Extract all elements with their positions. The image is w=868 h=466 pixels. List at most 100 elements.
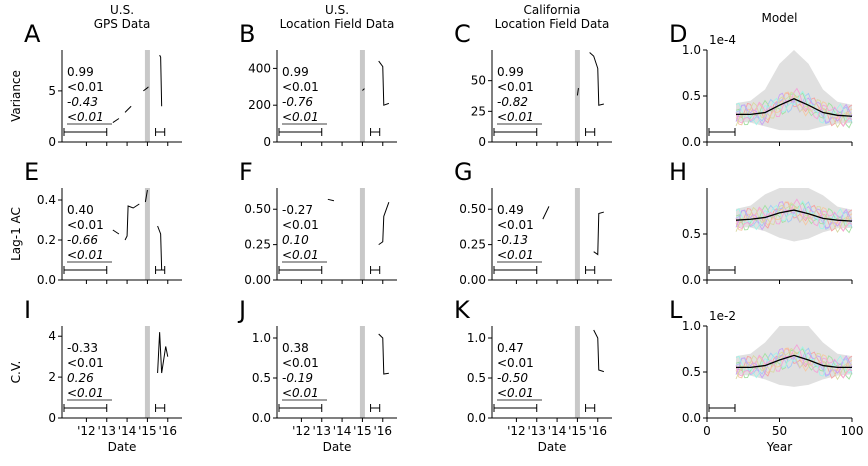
panel-letter-E: E — [24, 158, 39, 186]
series-line-A-2 — [124, 105, 132, 113]
y-tick-label-E: 0.4 — [37, 193, 56, 207]
event-band-C — [574, 50, 580, 142]
series-line-J-6 — [378, 333, 389, 375]
event-band-I — [144, 326, 150, 418]
x-tick-label-J: '14 — [333, 424, 352, 438]
y-tick-label-F: 0.00 — [244, 273, 271, 287]
stat-J-1: <0.01 — [282, 356, 319, 370]
model-trace-D-5 — [735, 90, 853, 126]
stat-A-2: -0.43 — [67, 95, 98, 109]
event-band-B — [359, 50, 365, 142]
stat-B-0: 0.99 — [282, 65, 309, 79]
stat-K-2: -0.50 — [497, 371, 528, 385]
y-tick-label-K: 0.0 — [467, 411, 486, 425]
panel-letter-A: A — [24, 20, 41, 48]
x-tick-label-I: '13 — [97, 424, 116, 438]
series-line-C-4 — [576, 87, 579, 96]
event-band-G — [574, 188, 580, 280]
x-tick-label-K: '12 — [507, 424, 526, 438]
series-line-I-5 — [157, 332, 169, 374]
stat-I-2: 0.26 — [67, 371, 94, 385]
model-trace-H-7 — [735, 202, 853, 234]
event-band-J — [359, 326, 365, 418]
x-tick-label-J: '12 — [292, 424, 311, 438]
x-tick-label-I: '14 — [118, 424, 137, 438]
x-label-I: Date — [108, 440, 137, 454]
y-tick-label-E: 0.2 — [37, 233, 56, 247]
series-line-K-6 — [593, 329, 605, 373]
stat-I-1: <0.01 — [67, 356, 104, 370]
series-line-E-3 — [144, 189, 148, 203]
y-tick-label-I: 4 — [48, 329, 56, 343]
scale-note-D: 1e-4 — [709, 33, 736, 47]
y-tick-label-B: 200 — [248, 98, 271, 112]
stat-K-3: <0.01 — [497, 386, 534, 400]
series-line-E-4 — [157, 225, 163, 271]
model-trace-H-3 — [735, 201, 853, 232]
series-line-B-6 — [378, 60, 390, 106]
event-band-A — [144, 50, 150, 142]
model-trace-H-0 — [735, 201, 853, 232]
col-title-B: U.S. — [325, 3, 349, 17]
stat-A-0: 0.99 — [67, 65, 94, 79]
x-tick-label-K: '13 — [527, 424, 546, 438]
model-trace-D-7 — [735, 91, 853, 129]
stat-F-1: <0.01 — [282, 218, 319, 232]
x-label-L: Year — [766, 440, 792, 454]
x-tick-label-I: '16 — [158, 424, 177, 438]
y-tick-label-J: 0.0 — [252, 411, 271, 425]
col-title-B: Location Field Data — [280, 17, 395, 31]
col-title-C: California — [524, 3, 581, 17]
col-title-A: U.S. — [110, 3, 134, 17]
panel-letter-H: H — [669, 158, 687, 186]
y-tick-label-G: 0.50 — [459, 202, 486, 216]
stat-I-0: -0.33 — [67, 341, 98, 355]
x-tick-label-L: 0 — [703, 424, 711, 438]
col-title-A: GPS Data — [94, 17, 151, 31]
stat-G-3: <0.01 — [497, 248, 534, 262]
x-tick-label-L: 100 — [841, 424, 864, 438]
model-trace-L-6 — [735, 343, 853, 379]
y-tick-label-L: 0.0 — [682, 411, 701, 425]
row-label-A: Variance — [9, 70, 23, 122]
stat-K-0: 0.47 — [497, 341, 524, 355]
series-line-F-6 — [378, 201, 390, 246]
model-trace-H-5 — [735, 200, 853, 231]
y-tick-label-K: 1.0 — [467, 331, 486, 345]
y-tick-label-C: 0 — [478, 135, 486, 149]
y-tick-label-I: 2 — [48, 370, 56, 384]
series-line-A-4 — [143, 86, 149, 92]
series-line-A-1 — [112, 118, 120, 123]
model-trace-D-3 — [735, 91, 853, 127]
model-trace-L-7 — [735, 347, 853, 381]
stat-F-2: 0.10 — [282, 233, 309, 247]
panel-letter-G: G — [454, 158, 473, 186]
panel-letter-B: B — [239, 20, 255, 48]
model-trace-L-0 — [735, 348, 853, 379]
y-tick-label-B: 400 — [248, 61, 271, 75]
series-line-C-5 — [589, 52, 604, 106]
x-label-K: Date — [538, 440, 567, 454]
y-tick-label-C: 50 — [471, 74, 486, 88]
y-tick-label-D: 0.0 — [682, 135, 701, 149]
series-line-L — [736, 354, 852, 369]
y-tick-label-J: 1.0 — [252, 331, 271, 345]
scale-note-L: 1e-2 — [709, 309, 736, 323]
x-label-J: Date — [323, 440, 352, 454]
row-label-I: C.V. — [9, 361, 23, 384]
y-tick-label-B: 0 — [263, 135, 271, 149]
stat-F-0: -0.27 — [282, 203, 313, 217]
model-trace-D-6 — [735, 87, 853, 127]
panel-letter-C: C — [454, 20, 471, 48]
stat-E-0: 0.40 — [67, 203, 94, 217]
x-tick-label-J: '13 — [312, 424, 331, 438]
stat-A-1: <0.01 — [67, 80, 104, 94]
y-tick-label-F: 0.50 — [244, 202, 271, 216]
stat-B-2: -0.76 — [282, 95, 313, 109]
col-title-D: Model — [761, 11, 797, 25]
x-tick-label-J: '16 — [373, 424, 392, 438]
y-tick-label-K: 0.5 — [467, 371, 486, 385]
row-label-E: Lag-1 AC — [9, 207, 23, 261]
stat-E-3: <0.01 — [67, 248, 104, 262]
series-line-E-1 — [112, 229, 120, 235]
